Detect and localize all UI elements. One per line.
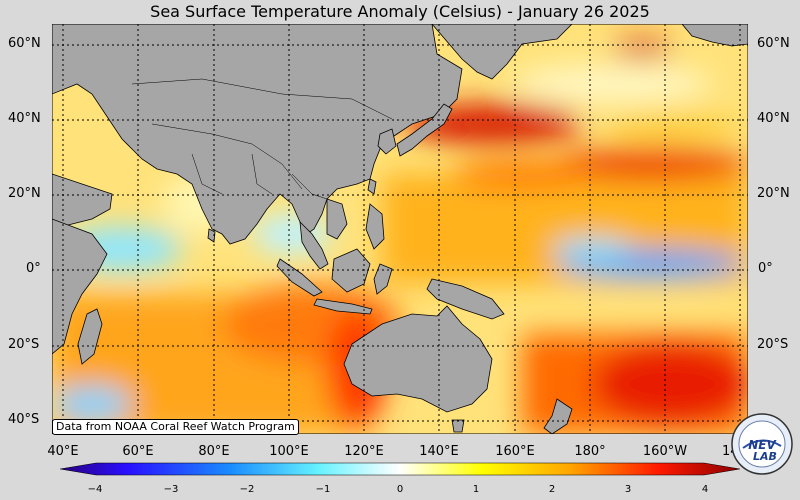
- lon-label-40e: 40°E: [47, 444, 79, 459]
- colorbar: [60, 462, 740, 476]
- lon-label-100e: 100°E: [269, 444, 309, 459]
- map-title: Sea Surface Temperature Anomaly (Celsius…: [150, 2, 650, 21]
- lat-label-20n-right: 20°N: [757, 186, 790, 201]
- lat-label-40n-right: 40°N: [757, 111, 790, 126]
- colorbar-tick-neg1: −1: [315, 484, 331, 495]
- lat-label-20n-left: 20°N: [8, 186, 41, 201]
- land-masses: [52, 24, 748, 434]
- lat-label-0-left: 0°: [26, 261, 41, 276]
- philippines: [365, 203, 385, 250]
- lat-label-60n-left: 60°N: [8, 36, 41, 51]
- lon-label-160e: 160°E: [495, 444, 535, 459]
- lat-label-0-right: 0°: [758, 261, 773, 276]
- sulawesi: [373, 263, 393, 295]
- java: [313, 298, 373, 315]
- lat-label-40n-left: 40°N: [8, 111, 41, 126]
- lat-label-20s-right: 20°S: [757, 337, 789, 352]
- madagascar: [77, 308, 103, 365]
- colorbar-tick-3: 3: [624, 484, 632, 495]
- kamchatka: [431, 24, 573, 80]
- korea: [377, 128, 397, 155]
- sri-lanka: [207, 228, 216, 243]
- data-credit: Data from NOAA Coral Reef Watch Program: [52, 419, 299, 435]
- colorbar-tick-4: 4: [701, 484, 709, 495]
- new-guinea: [426, 278, 505, 320]
- colorbar-tick-neg4: −4: [87, 484, 103, 495]
- lon-label-140e: 140°E: [419, 444, 459, 459]
- lat-label-20s-left: 20°S: [8, 337, 40, 352]
- svg-text:LAB: LAB: [753, 450, 777, 463]
- lon-label-80e: 80°E: [198, 444, 230, 459]
- lon-label-180: 180°: [574, 444, 606, 459]
- indochina: [299, 220, 329, 270]
- lon-label-60e: 60°E: [122, 444, 154, 459]
- lat-label-60n-right: 60°N: [757, 36, 790, 51]
- asia-landmass: [52, 24, 463, 245]
- colorbar-tick-0: 0: [396, 484, 404, 495]
- colorbar-tick-neg2: −2: [239, 484, 255, 495]
- colorbar-tick-neg3: −3: [163, 484, 179, 495]
- graticule: [52, 24, 748, 434]
- alaska: [681, 24, 748, 47]
- lon-label-160w: 160°W: [642, 444, 688, 459]
- sumatra: [276, 258, 323, 297]
- nev-lab-logo: NEV LAB: [731, 413, 793, 475]
- taiwan: [367, 178, 377, 195]
- africa-landmass: [52, 218, 108, 355]
- sst-anomaly-map: [52, 24, 748, 434]
- indochina-east: [326, 198, 348, 240]
- japan: [396, 103, 453, 157]
- colorbar-tick-2: 2: [548, 484, 556, 495]
- country-borders: [131, 78, 393, 200]
- lat-label-40s-left: 40°S: [8, 412, 40, 427]
- new-zealand: [543, 398, 573, 434]
- svg-text:NEV: NEV: [748, 438, 777, 452]
- tasmania: [451, 419, 465, 433]
- australia: [343, 305, 493, 413]
- lon-label-120e: 120°E: [344, 444, 384, 459]
- colorbar-tick-1: 1: [472, 484, 480, 495]
